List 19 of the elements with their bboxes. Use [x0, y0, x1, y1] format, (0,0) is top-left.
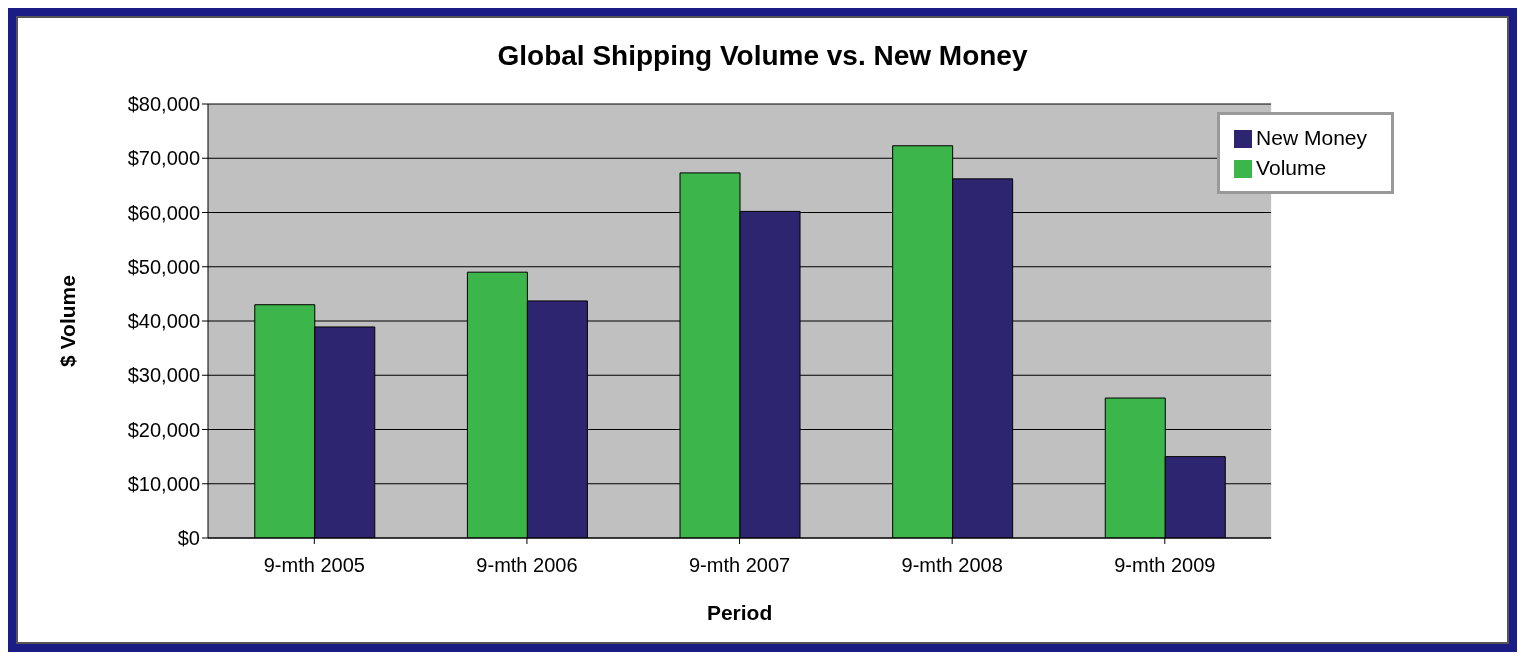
x-tick-label: 9-mth 2007 — [688, 554, 791, 577]
x-tick-label: 9-mth 2009 — [1114, 554, 1216, 577]
x-tick-label: 9-mth 2008 — [901, 554, 1003, 577]
x-tick-label: 9-mth 2006 — [476, 554, 578, 577]
legend-label: New Money — [1256, 126, 1367, 149]
y-tick-label: $70,000 — [127, 147, 200, 170]
y-tick-label: $0 — [177, 527, 200, 550]
chart-title: Global Shipping Volume vs. New Money — [496, 39, 1029, 71]
y-tick-label: $80,000 — [127, 93, 200, 116]
y-tick-label: $40,000 — [127, 310, 200, 333]
y-tick-label: $20,000 — [127, 418, 200, 441]
y-tick-label: $60,000 — [127, 201, 200, 224]
legend-label: Volume — [1256, 156, 1327, 179]
x-axis-title: Period — [706, 601, 773, 624]
y-tick-label: $30,000 — [127, 364, 200, 387]
y-tick-label: $50,000 — [127, 255, 200, 278]
y-tick-label: $10,000 — [127, 472, 200, 495]
y-axis-title: $ Volume — [56, 275, 80, 367]
x-tick-label: 9-mth 2005 — [263, 554, 365, 577]
